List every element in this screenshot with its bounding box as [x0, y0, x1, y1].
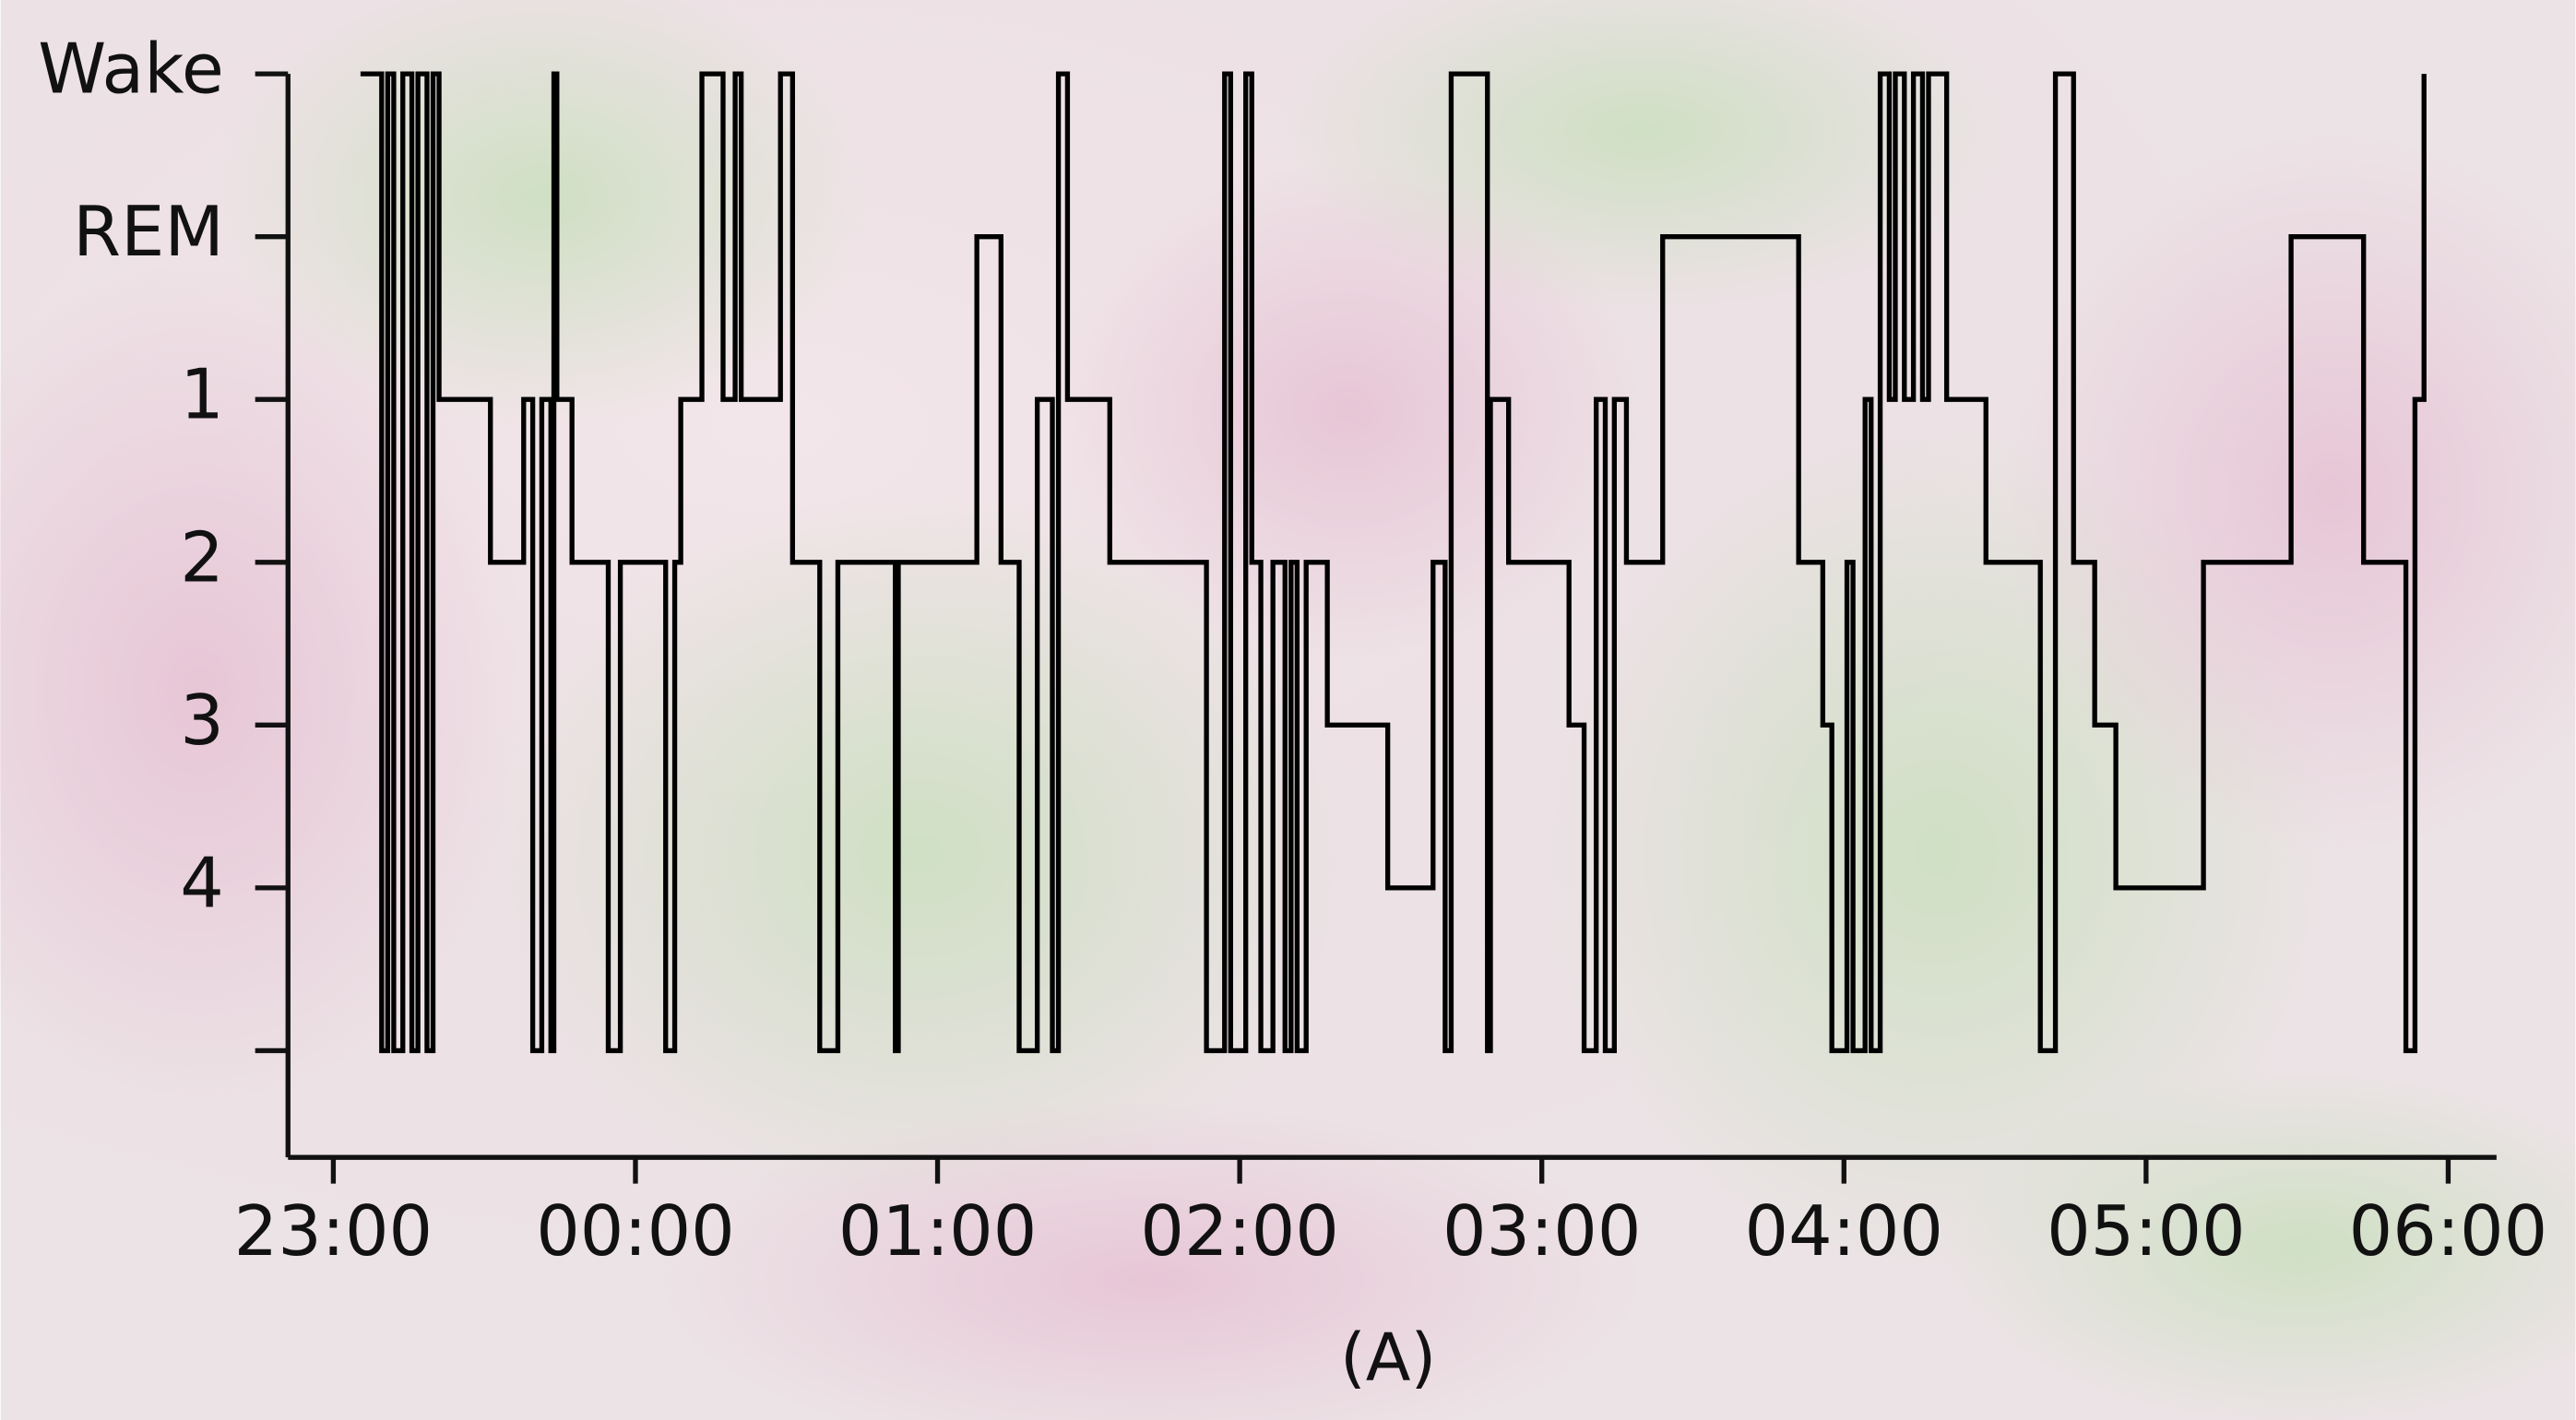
x-tick-label: 23:00 — [234, 1191, 433, 1272]
x-tick-label: 05:00 — [2047, 1191, 2245, 1272]
y-tick-label: REM — [73, 192, 224, 272]
y-tick-label: Wake — [38, 30, 224, 110]
x-tick-label: 04:00 — [1745, 1191, 1943, 1272]
x-tick-label: 02:00 — [1140, 1191, 1338, 1272]
x-tick-label: 06:00 — [2349, 1191, 2547, 1272]
y-tick-label: 2 — [180, 517, 224, 598]
x-tick-label: 03:00 — [1442, 1191, 1641, 1272]
y-tick-label: 1 — [180, 355, 224, 435]
x-tick-label: 00:00 — [536, 1191, 734, 1272]
caption: (A) — [1340, 1319, 1436, 1396]
y-tick-label: 4 — [180, 843, 224, 923]
page: {"chart_data": { "type": "step", "captio… — [0, 0, 2576, 1420]
x-tick-label: 01:00 — [838, 1191, 1037, 1272]
y-tick-label: 3 — [180, 680, 224, 761]
chart: (A) 4 3 2 1 REM Wake 23:00 00:00 01:00 02:00 03:00… — [0, 0, 2576, 1420]
